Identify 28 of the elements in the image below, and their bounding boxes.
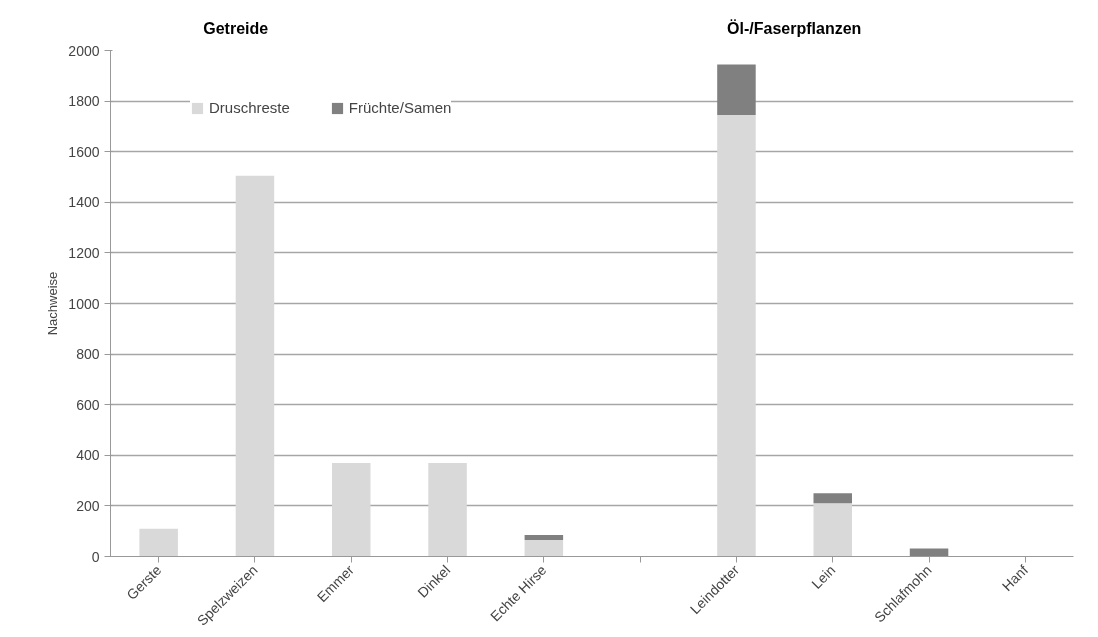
y-tick-label: 2000 (68, 42, 100, 59)
y-tick-label: 1400 (68, 194, 100, 211)
y-tick-label: 1000 (68, 295, 100, 312)
y-axis-title: Nachweise (45, 271, 61, 336)
y-tick-label: 1800 (68, 93, 100, 110)
legend-label: Druschreste (209, 99, 290, 116)
text: Getreide (203, 19, 269, 37)
bar (717, 64, 756, 116)
bar (139, 528, 178, 557)
bar (331, 462, 371, 557)
bar (524, 534, 564, 541)
y-tick-label: 0 (91, 548, 100, 565)
bar (813, 493, 853, 504)
legend-label: Früchte/Samen (348, 99, 452, 116)
y-tick-label: 600 (76, 396, 100, 413)
y-tick-label: 1200 (68, 244, 100, 261)
y-tick-label: 800 (76, 346, 100, 363)
y-tick-label: 1600 (68, 143, 100, 160)
y-tick-label: 200 (76, 497, 100, 514)
y-tick-label: 400 (76, 447, 100, 464)
bar (909, 548, 949, 557)
bar (813, 503, 853, 557)
bar (428, 462, 467, 557)
bar (524, 540, 564, 557)
text: Öl-/Faserpflanzen (727, 18, 862, 37)
bar (235, 175, 275, 557)
bar (717, 115, 756, 557)
x-tick-label: Lein (808, 561, 839, 592)
